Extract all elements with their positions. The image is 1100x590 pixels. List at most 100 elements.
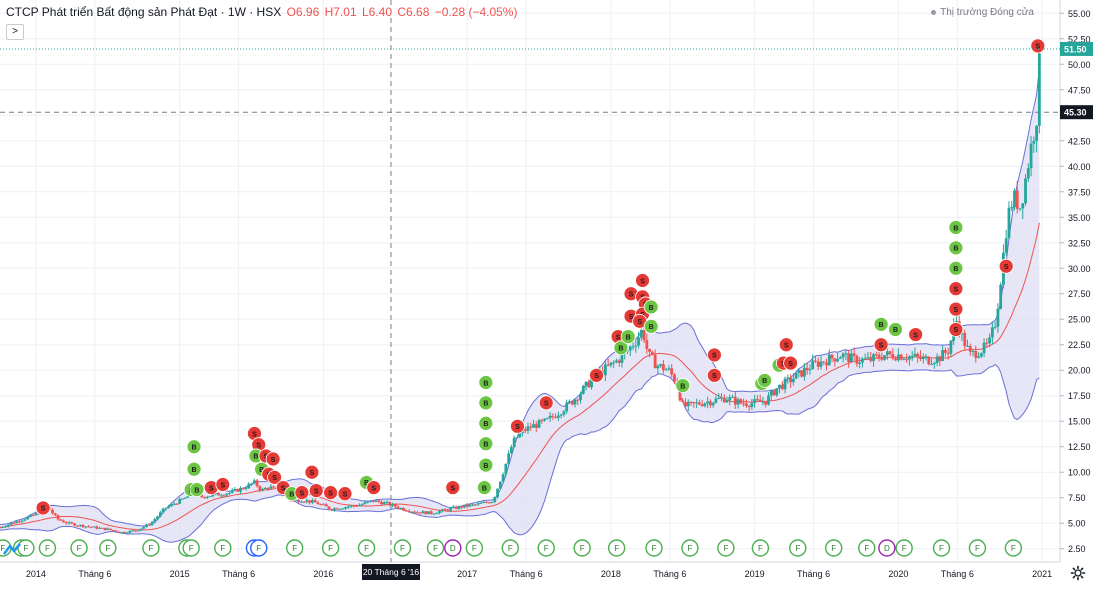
sell-marker-dot (294, 485, 310, 501)
candle (949, 339, 953, 357)
time-tick-label: 2016 (313, 569, 333, 579)
candle-body (620, 353, 624, 363)
candle (122, 531, 126, 534)
sell-signal-marker: S (873, 337, 889, 353)
price-tick-label: 35.00 (1068, 213, 1091, 223)
candle (714, 395, 718, 404)
sell-signal-marker: S (706, 367, 722, 383)
candle-body (908, 356, 911, 360)
candle-body (545, 418, 549, 420)
candle-body (396, 506, 400, 509)
candle-body (496, 488, 499, 498)
event-markers: FFFFFFFFFFFFFFFFFDFFFFFFFFFFFFDFFFF (0, 539, 1023, 557)
candle-body (377, 500, 381, 502)
candle (498, 481, 502, 490)
candle (943, 347, 947, 357)
candle (617, 358, 621, 367)
candle (64, 521, 68, 525)
candle (899, 353, 903, 361)
candle-body (935, 356, 939, 363)
candle (662, 360, 665, 374)
candle (894, 356, 898, 362)
candle-body (767, 395, 770, 405)
time-tick-label: 2017 (457, 569, 477, 579)
candle-body (985, 342, 989, 344)
candle (369, 500, 372, 503)
candle-body (233, 489, 237, 491)
candle (1035, 125, 1038, 153)
candle-body (1010, 207, 1014, 209)
signal-marker-label: S (544, 401, 549, 408)
candle (225, 493, 229, 498)
candle-body (554, 416, 558, 418)
candle-body (717, 398, 721, 400)
signal-marker-label: S (712, 353, 717, 360)
chart-header: CTCP Phát triển Bất động sản Phát Đạt · … (6, 5, 517, 19)
candle (1026, 163, 1030, 182)
sell-marker-dot (635, 273, 650, 288)
signal-marker-label: B (483, 401, 488, 408)
buy-marker-dot (186, 439, 202, 455)
candle (990, 321, 994, 345)
candle (628, 345, 632, 357)
candle-body (139, 528, 143, 531)
candle-body (9, 522, 13, 525)
gear-icon[interactable] (1070, 565, 1086, 581)
candle (355, 504, 358, 507)
candle-body (100, 527, 104, 529)
candle (360, 503, 364, 506)
candle-body (84, 526, 88, 528)
candle-body (247, 484, 251, 489)
earnings-event-marker: F (789, 539, 807, 557)
candle (767, 392, 770, 406)
candle (612, 360, 616, 368)
price-tick-label: 15.00 (1068, 417, 1091, 427)
buy-marker-dot (948, 240, 964, 256)
candle-body (880, 358, 884, 360)
candle-body (681, 400, 685, 403)
signal-marker-label: S (879, 343, 884, 350)
candle-body (673, 374, 676, 382)
candle-body (1, 526, 5, 528)
candle (67, 520, 71, 525)
candle (476, 501, 480, 507)
buy-marker-dot (478, 436, 494, 452)
candle-body (457, 506, 461, 509)
candle (1032, 136, 1036, 153)
buy-signal-marker: B (186, 439, 202, 455)
buy-signal-marker: B (948, 260, 964, 276)
signal-marker-label: B (483, 421, 488, 428)
candle (747, 404, 751, 412)
candle-body (338, 508, 342, 510)
legend-toggle-button[interactable]: > (6, 24, 24, 40)
candle-body (454, 506, 458, 509)
candle (125, 531, 129, 534)
buy-signal-marker: B (948, 220, 964, 235)
chart-grid (0, 0, 1060, 562)
candle (103, 527, 107, 531)
candle (418, 512, 422, 515)
candle (181, 498, 184, 500)
candle-body (20, 520, 24, 522)
market-status-text: Thị trường Đóng cửa (940, 7, 1034, 18)
candle-body (587, 381, 591, 388)
time-tick-label: 2015 (170, 569, 190, 579)
event-ring (607, 539, 626, 557)
candle (880, 352, 884, 362)
event-label: F (544, 544, 549, 553)
candle-body (584, 381, 588, 386)
candle-body (927, 356, 931, 365)
candle (791, 373, 795, 386)
candle (802, 363, 806, 381)
event-label: F (580, 544, 585, 553)
candle (750, 398, 754, 410)
event-ring (932, 539, 951, 557)
candle-body (825, 362, 828, 366)
candle (606, 358, 610, 367)
candle-body (239, 487, 242, 492)
candle-body (946, 352, 950, 354)
candle (709, 399, 712, 409)
earnings-event-marker: F (717, 539, 735, 557)
sell-signal-marker: S (445, 480, 461, 495)
